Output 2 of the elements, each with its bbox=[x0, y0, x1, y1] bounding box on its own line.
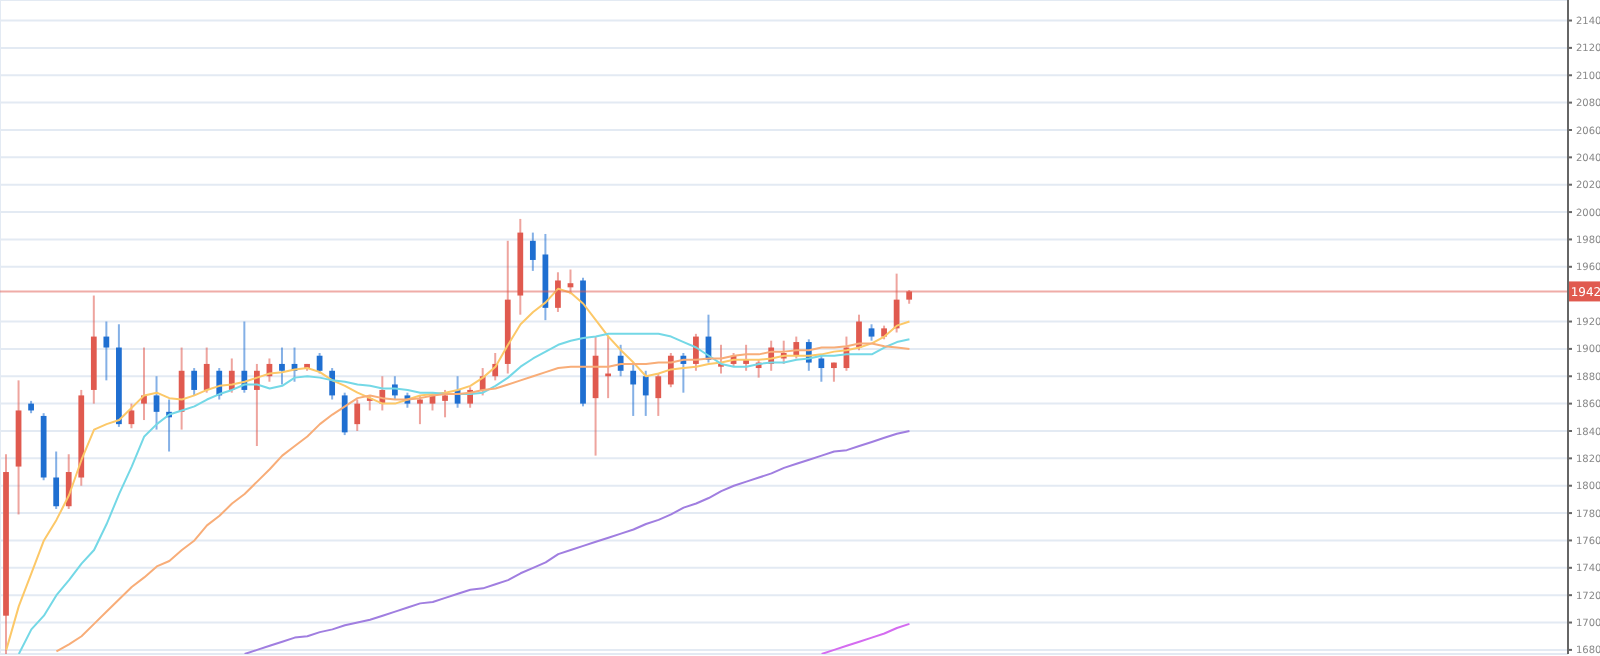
line-series bbox=[243, 429, 911, 654]
line-series bbox=[820, 622, 911, 654]
